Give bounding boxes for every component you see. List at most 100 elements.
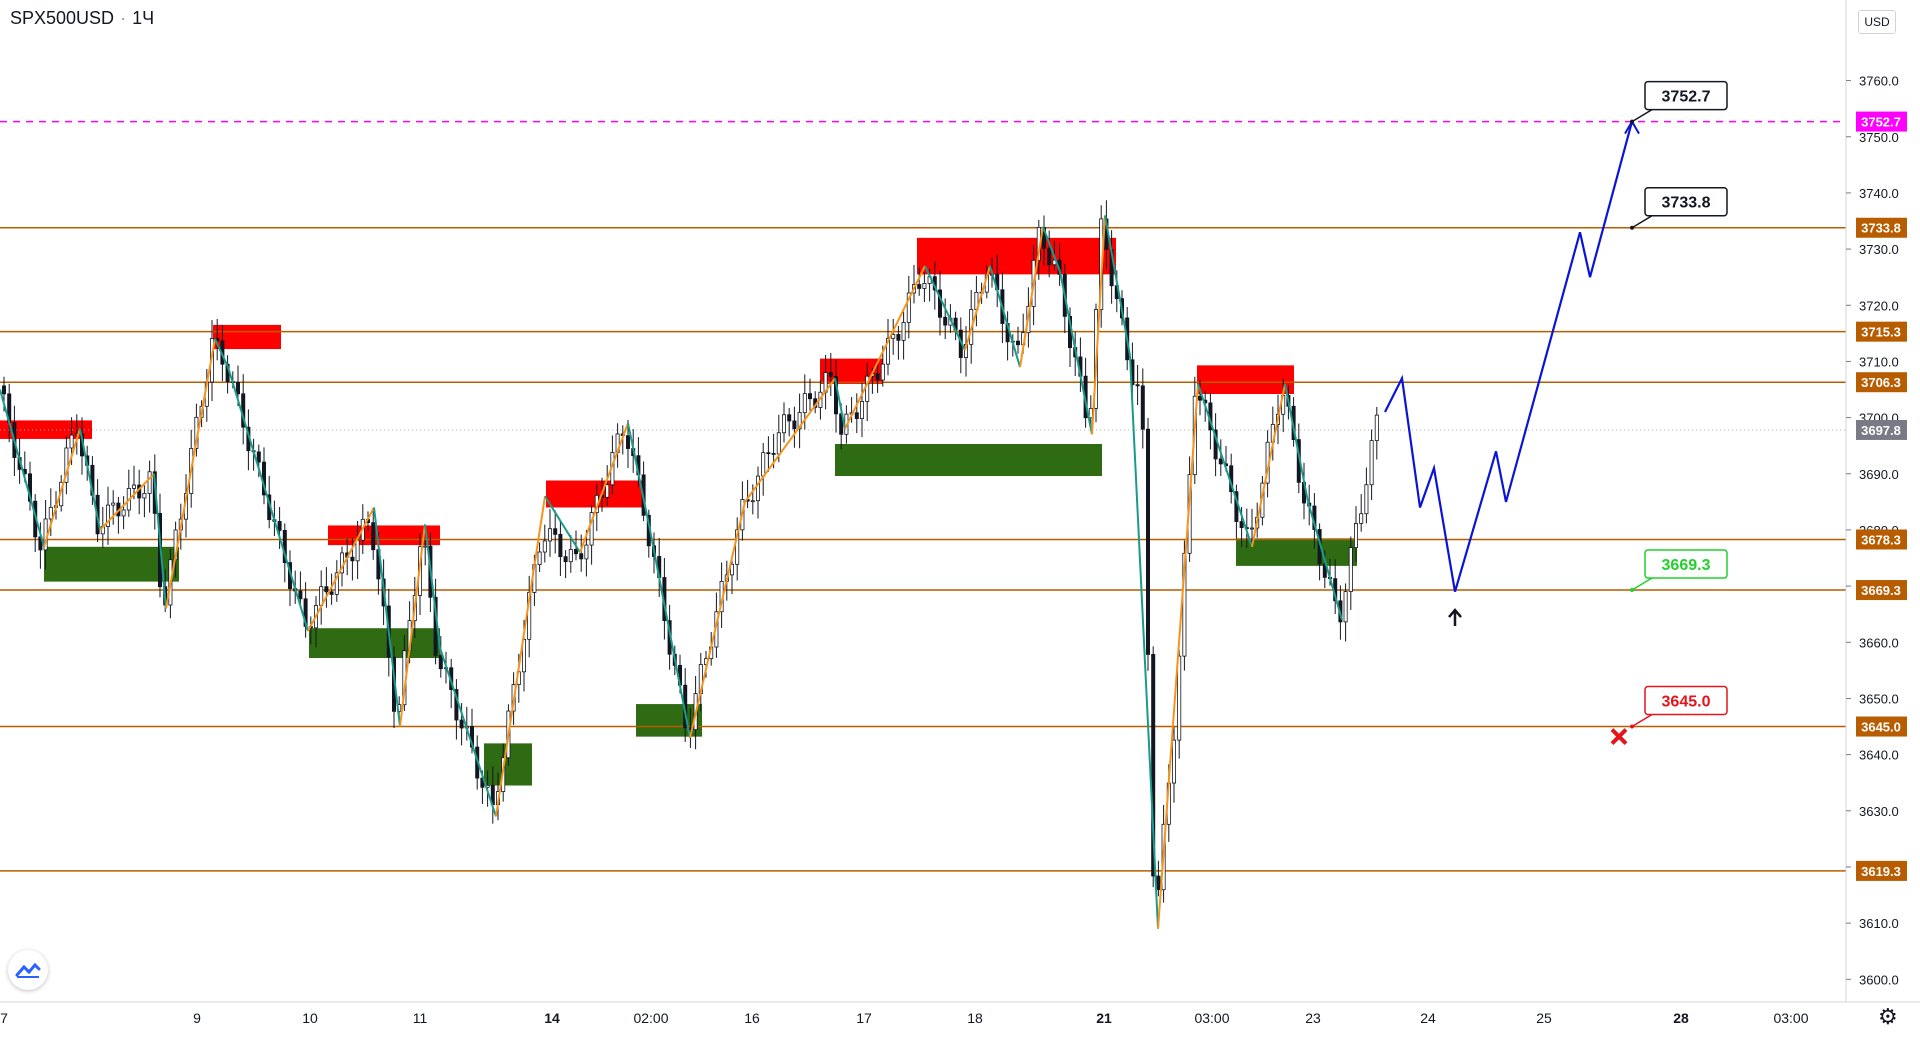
level-price-badge bbox=[1856, 217, 1907, 238]
demand-zone bbox=[1236, 538, 1357, 566]
level-price-label: 3715.3 bbox=[1861, 325, 1901, 340]
zigzag-segment bbox=[627, 423, 651, 531]
candle bbox=[355, 539, 360, 562]
candle bbox=[1250, 527, 1255, 530]
tradingview-logo-icon[interactable] bbox=[8, 950, 48, 990]
zigzag-segment bbox=[495, 496, 546, 817]
time-axis[interactable]: 7 9 10 11 14 02:00 16 17 18 21 03:00 23 24 25 28 03:00 bbox=[0, 1010, 1809, 1026]
time-tick-label: 18 bbox=[967, 1010, 983, 1026]
up-arrow-icon bbox=[1448, 608, 1462, 627]
candle bbox=[771, 453, 776, 455]
zigzag-segment bbox=[1307, 501, 1343, 621]
price-tick-label: 3750.0 bbox=[1859, 130, 1899, 145]
time-tick-label: 24 bbox=[1420, 1010, 1436, 1026]
zigzag-segment bbox=[579, 422, 629, 553]
candle bbox=[235, 381, 240, 395]
price-tick-label: 3740.0 bbox=[1859, 186, 1899, 201]
level-price-label: 3669.3 bbox=[1861, 583, 1901, 598]
candle bbox=[1218, 458, 1223, 465]
candle bbox=[537, 551, 542, 565]
zigzag-segment bbox=[165, 338, 216, 609]
candle bbox=[886, 337, 891, 365]
candle bbox=[828, 372, 833, 377]
price-tick-label: 3710.0 bbox=[1859, 354, 1899, 369]
candle bbox=[880, 363, 885, 381]
symbol-name: SPX500USD bbox=[10, 8, 115, 28]
candle bbox=[1348, 547, 1353, 592]
zigzag-segment bbox=[79, 428, 101, 531]
candle bbox=[324, 586, 329, 593]
candle bbox=[1177, 655, 1182, 741]
candle bbox=[548, 528, 553, 542]
candle bbox=[782, 414, 787, 434]
candle bbox=[277, 521, 282, 531]
candle bbox=[938, 289, 943, 318]
level-price-label: 3645.0 bbox=[1861, 720, 1901, 735]
candle bbox=[568, 548, 573, 563]
candle bbox=[558, 533, 563, 558]
candle bbox=[776, 432, 781, 455]
candle bbox=[922, 283, 927, 289]
candle bbox=[756, 475, 761, 502]
demand-zone bbox=[309, 628, 440, 659]
time-tick-label: 7 bbox=[0, 1010, 8, 1026]
candle bbox=[131, 484, 136, 489]
candle bbox=[917, 284, 922, 289]
forecast-path bbox=[1384, 121, 1634, 593]
candle bbox=[906, 292, 911, 323]
zigzag-segment bbox=[439, 647, 497, 817]
zigzag-segment bbox=[399, 524, 426, 727]
supply-zone bbox=[917, 237, 1116, 275]
zigzag-segment bbox=[1251, 383, 1286, 547]
candle bbox=[766, 452, 771, 455]
candle bbox=[1322, 563, 1327, 578]
candle bbox=[371, 522, 376, 551]
candle bbox=[735, 529, 740, 565]
candle bbox=[298, 590, 303, 600]
callout-label: 3645.0 bbox=[1662, 694, 1711, 711]
callout-box bbox=[1644, 685, 1728, 716]
time-tick-label: 9 bbox=[193, 1010, 201, 1026]
candle bbox=[459, 719, 464, 729]
time-tick-label: 11 bbox=[413, 1010, 428, 1026]
demand-zone bbox=[835, 443, 1102, 477]
level-price-badge bbox=[1856, 716, 1907, 737]
zigzag-segment bbox=[1197, 383, 1253, 548]
annotations-layer: 3752.7 3733.8 3669.3 3645.0 bbox=[1630, 80, 1728, 729]
candle bbox=[901, 322, 906, 341]
time-tick-label: 03:00 bbox=[1773, 1010, 1808, 1026]
candle bbox=[1088, 408, 1093, 419]
last-price-badge bbox=[1856, 419, 1907, 440]
price-tick-label: 3720.0 bbox=[1859, 298, 1899, 313]
price-tick-label: 3650.0 bbox=[1859, 691, 1899, 706]
candle bbox=[1369, 440, 1374, 486]
callout-pointer bbox=[1631, 577, 1653, 591]
level-price-label: 3678.3 bbox=[1861, 532, 1901, 547]
candle bbox=[605, 484, 610, 498]
candle bbox=[542, 540, 547, 553]
candle bbox=[1354, 523, 1359, 549]
level-price-badge bbox=[1856, 372, 1907, 393]
last-price-label: 3697.8 bbox=[1861, 423, 1901, 438]
time-tick-label: 03:00 bbox=[1194, 1010, 1229, 1026]
gear-icon[interactable]: ⚙ bbox=[1878, 1004, 1898, 1029]
currency-button[interactable]: USD bbox=[1858, 10, 1896, 34]
candle bbox=[1239, 521, 1244, 528]
candle bbox=[802, 393, 807, 413]
zigzag-segment bbox=[227, 366, 309, 632]
candle bbox=[121, 509, 126, 517]
candle bbox=[1198, 395, 1203, 401]
candle bbox=[891, 334, 896, 339]
zigzag-segment bbox=[1284, 383, 1309, 503]
price-tick-label: 3640.0 bbox=[1859, 748, 1899, 763]
candle bbox=[1140, 385, 1145, 430]
candle bbox=[142, 492, 147, 499]
price-tick-label: 3690.0 bbox=[1859, 467, 1899, 482]
candle bbox=[761, 452, 766, 477]
candle bbox=[350, 556, 355, 562]
symbol-header[interactable]: SPX500USD · 1Ч bbox=[10, 8, 154, 29]
candle bbox=[334, 572, 339, 595]
zigzag-segment bbox=[0, 389, 45, 548]
candle bbox=[553, 528, 558, 535]
